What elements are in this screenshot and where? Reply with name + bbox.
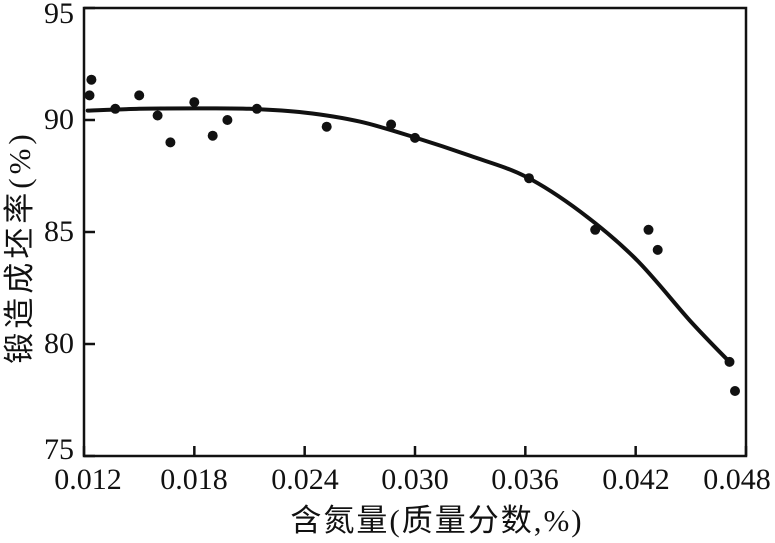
x-tick-label-0048: 0.048 bbox=[703, 463, 771, 496]
data-point bbox=[724, 356, 735, 367]
data-point bbox=[730, 386, 740, 396]
x-tick-label-0036: 0.036 bbox=[491, 463, 559, 496]
y-tick-label-75: 75 bbox=[44, 433, 74, 466]
data-point bbox=[251, 103, 262, 114]
x-tick-label-0024: 0.024 bbox=[271, 463, 339, 496]
x-tick-label-0012: 0.012 bbox=[54, 463, 122, 496]
data-point bbox=[207, 130, 218, 141]
data-point bbox=[165, 137, 176, 148]
x-tick-label-0042: 0.042 bbox=[602, 463, 670, 496]
data-point bbox=[643, 224, 654, 235]
data-point bbox=[410, 132, 420, 143]
fit-curve bbox=[85, 106, 732, 364]
x-tick-label-0018: 0.018 bbox=[160, 463, 228, 496]
data-point bbox=[110, 103, 121, 114]
fit-curve-layer bbox=[85, 106, 732, 364]
data-point bbox=[189, 97, 200, 108]
data-points-layer bbox=[84, 74, 740, 396]
axis-ticks bbox=[82, 6, 748, 458]
data-point bbox=[84, 90, 95, 101]
data-point bbox=[652, 244, 663, 255]
y-tick-label-80: 80 bbox=[44, 327, 74, 360]
data-point bbox=[86, 74, 97, 85]
data-point bbox=[222, 115, 233, 125]
data-point bbox=[386, 119, 397, 130]
y-tick-label-85: 85 bbox=[44, 215, 74, 248]
y-axis-title: 锻造成坯率(%) bbox=[2, 130, 37, 364]
data-point bbox=[152, 110, 163, 121]
data-point bbox=[134, 90, 145, 101]
data-point bbox=[321, 121, 332, 132]
data-point bbox=[590, 224, 601, 235]
x-axis-title: 含氮量(质量分数,%) bbox=[290, 503, 584, 538]
y-tick-label-95: 95 bbox=[44, 0, 74, 30]
y-tick-label-90: 90 bbox=[44, 103, 74, 136]
x-tick-label-0030: 0.030 bbox=[381, 463, 449, 496]
data-point bbox=[524, 173, 534, 184]
